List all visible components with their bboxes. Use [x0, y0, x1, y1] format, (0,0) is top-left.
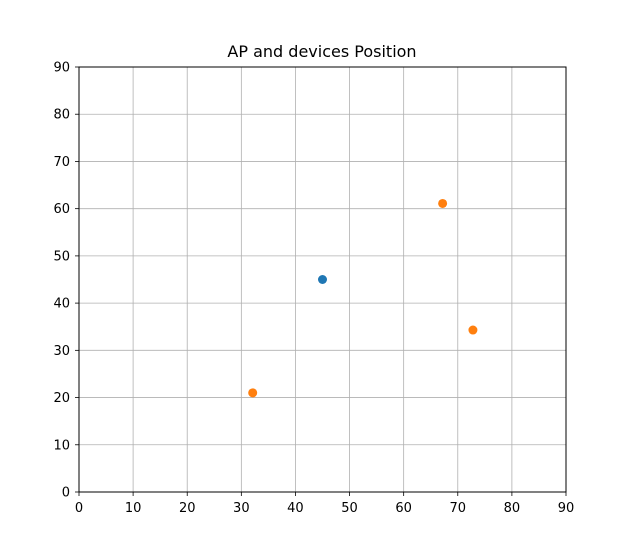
y-tick-label: 30 [53, 344, 70, 359]
axis-ticks: 0 10 20 30 40 50 60 70 80 90 0 10 20 30 40 50 60 70 80 90 [53, 61, 574, 517]
x-tick-label: 50 [341, 501, 358, 516]
y-tick-label: 0 [62, 486, 70, 501]
y-tick-label: 50 [53, 249, 70, 264]
y-tick-label: 40 [53, 297, 70, 312]
x-tick-label: 40 [287, 501, 304, 516]
y-tick-label: 10 [53, 438, 70, 453]
x-tick-label: 10 [125, 501, 142, 516]
x-tick-label: 60 [395, 501, 412, 516]
x-tick-label: 0 [75, 501, 83, 516]
y-tick-label: 70 [53, 155, 70, 170]
scatter-point-series-1 [438, 198, 448, 208]
y-tick-label: 90 [53, 61, 70, 76]
x-tick-label: 20 [179, 501, 196, 516]
x-tick-label: 30 [233, 501, 250, 516]
y-tick-label: 60 [53, 202, 70, 217]
scatter-point-series-0 [318, 275, 327, 284]
x-tick-label: 90 [558, 501, 575, 516]
scatter-point-series-1 [248, 388, 258, 398]
data-points [248, 198, 478, 398]
y-tick-label: 20 [53, 391, 70, 406]
plot-area-frame [78, 66, 567, 493]
chart-title: AP and devices Position [227, 42, 416, 61]
scatter-point-series-1 [468, 325, 478, 335]
x-tick-label: 70 [450, 501, 467, 516]
y-tick-label: 80 [53, 108, 70, 123]
x-tick-label: 80 [504, 501, 521, 516]
